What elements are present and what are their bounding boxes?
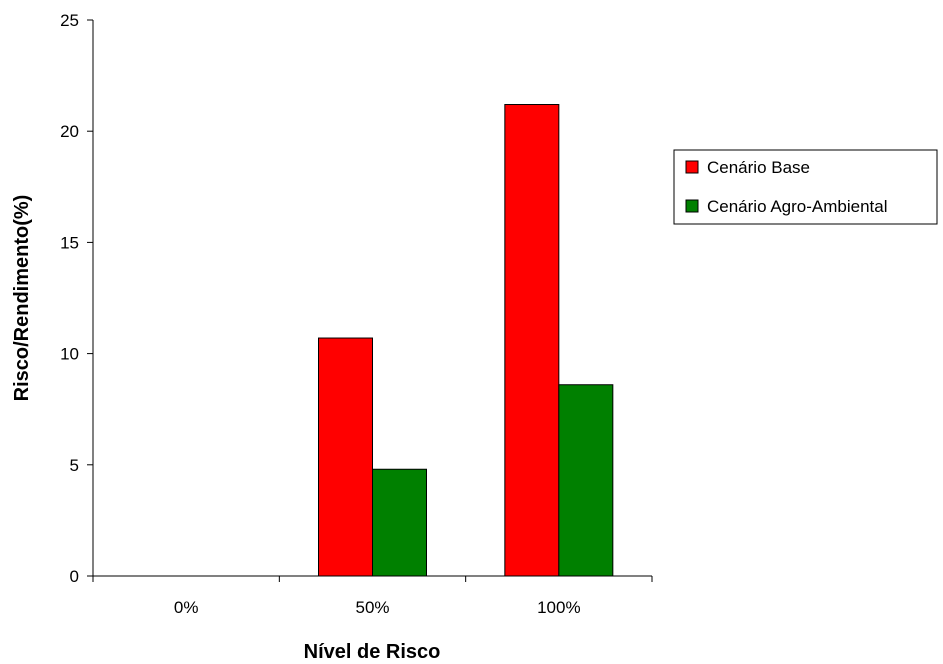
y-ticks-group: 0 5 10 15 20 25 [60,11,93,586]
y-tick-label: 10 [60,345,79,364]
y-tick-label: 0 [70,567,79,586]
legend-label: Cenário Base [707,158,810,177]
x-tick-label: 50% [355,598,389,617]
y-tick-label: 5 [70,456,79,475]
x-tick-label: 100% [537,598,580,617]
x-tick-label: 0% [174,598,199,617]
y-tick-label: 25 [60,11,79,30]
legend-swatch [685,199,699,213]
bars-group [318,104,614,577]
bar-agro-2 [558,384,614,577]
bar-base-1 [318,337,373,577]
axes-group [92,20,652,577]
legend-box [673,149,938,225]
x-ticks-group: 0% 50% 100% [92,576,653,617]
legend-label: Cenário Agro-Ambiental [707,197,887,216]
legend-swatch [685,160,699,174]
bar-agro-1 [372,468,427,577]
bar-base-2 [504,104,560,577]
legend: Cenário Base Cenário Agro-Ambiental [673,149,938,225]
y-axis-title: Risco/Rendimento(%) [11,195,33,402]
x-axis-title: Nível de Risco [304,641,441,663]
y-tick-label: 15 [60,233,79,252]
y-tick-label: 20 [60,122,79,141]
